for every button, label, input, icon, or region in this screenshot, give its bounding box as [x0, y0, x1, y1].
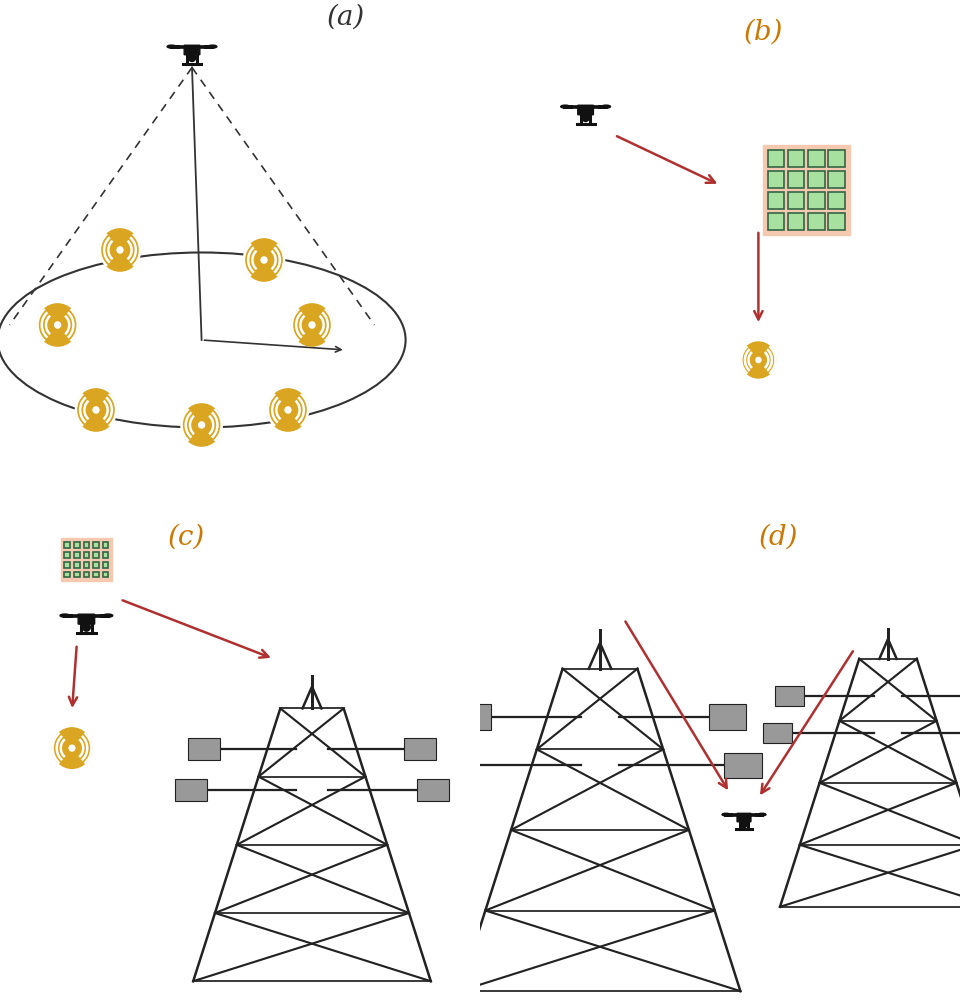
Bar — [768, 213, 784, 230]
Bar — [74, 551, 80, 557]
Bar — [788, 171, 804, 188]
Ellipse shape — [167, 45, 176, 48]
Circle shape — [261, 257, 267, 264]
Bar — [93, 551, 99, 557]
Bar — [453, 704, 491, 730]
Circle shape — [582, 114, 589, 122]
Bar — [404, 738, 436, 761]
Bar — [84, 561, 89, 567]
Circle shape — [741, 821, 747, 828]
Bar — [84, 571, 89, 577]
Bar — [709, 704, 747, 730]
Bar — [64, 571, 70, 577]
Bar — [103, 551, 108, 557]
Circle shape — [741, 342, 776, 378]
Circle shape — [268, 389, 308, 432]
Bar — [828, 213, 845, 230]
Bar — [828, 192, 845, 209]
Bar — [776, 686, 804, 706]
Ellipse shape — [758, 813, 766, 816]
Circle shape — [756, 357, 761, 362]
Text: (b): (b) — [744, 19, 783, 46]
Bar — [828, 171, 845, 188]
Circle shape — [37, 304, 78, 346]
Ellipse shape — [208, 45, 217, 48]
Circle shape — [100, 229, 140, 271]
Bar — [763, 723, 792, 743]
Ellipse shape — [722, 813, 730, 816]
Bar — [808, 171, 825, 188]
Bar — [828, 150, 845, 167]
Bar — [438, 752, 475, 779]
FancyBboxPatch shape — [78, 615, 95, 624]
Ellipse shape — [561, 105, 569, 108]
Text: (c): (c) — [168, 524, 205, 550]
Text: (a): (a) — [326, 4, 365, 31]
Bar — [103, 571, 108, 577]
Text: (d): (d) — [758, 524, 798, 550]
Circle shape — [117, 246, 123, 254]
Circle shape — [93, 406, 99, 413]
Bar — [808, 213, 825, 230]
Bar — [93, 542, 99, 547]
Bar — [188, 738, 220, 761]
Bar — [84, 542, 89, 547]
Bar — [725, 752, 762, 779]
Bar — [74, 542, 80, 547]
Bar — [808, 150, 825, 167]
Ellipse shape — [104, 614, 112, 617]
Circle shape — [76, 389, 116, 432]
Bar — [788, 192, 804, 209]
Circle shape — [53, 728, 91, 769]
Ellipse shape — [602, 105, 611, 108]
Bar — [768, 192, 784, 209]
FancyBboxPatch shape — [737, 813, 751, 822]
FancyBboxPatch shape — [578, 106, 593, 115]
Circle shape — [244, 238, 284, 281]
Bar — [103, 561, 108, 567]
Circle shape — [199, 422, 204, 429]
Bar — [61, 538, 111, 580]
Bar — [74, 571, 80, 577]
Bar — [64, 561, 70, 567]
Bar — [93, 571, 99, 577]
Bar — [175, 780, 206, 801]
Circle shape — [285, 406, 291, 413]
Circle shape — [292, 304, 332, 346]
Bar — [418, 780, 449, 801]
Bar — [768, 171, 784, 188]
Bar — [74, 561, 80, 567]
Circle shape — [69, 745, 75, 751]
Bar — [84, 551, 89, 557]
Bar — [93, 561, 99, 567]
Bar — [103, 542, 108, 547]
FancyBboxPatch shape — [184, 45, 200, 54]
Bar — [64, 551, 70, 557]
Bar — [768, 150, 784, 167]
Circle shape — [188, 54, 196, 61]
Circle shape — [309, 322, 315, 328]
Bar — [64, 542, 70, 547]
Ellipse shape — [60, 614, 69, 617]
Bar — [788, 213, 804, 230]
Circle shape — [181, 403, 222, 446]
Circle shape — [83, 623, 90, 631]
Bar — [808, 192, 825, 209]
Bar — [763, 145, 850, 235]
Circle shape — [55, 322, 60, 328]
Bar — [788, 150, 804, 167]
